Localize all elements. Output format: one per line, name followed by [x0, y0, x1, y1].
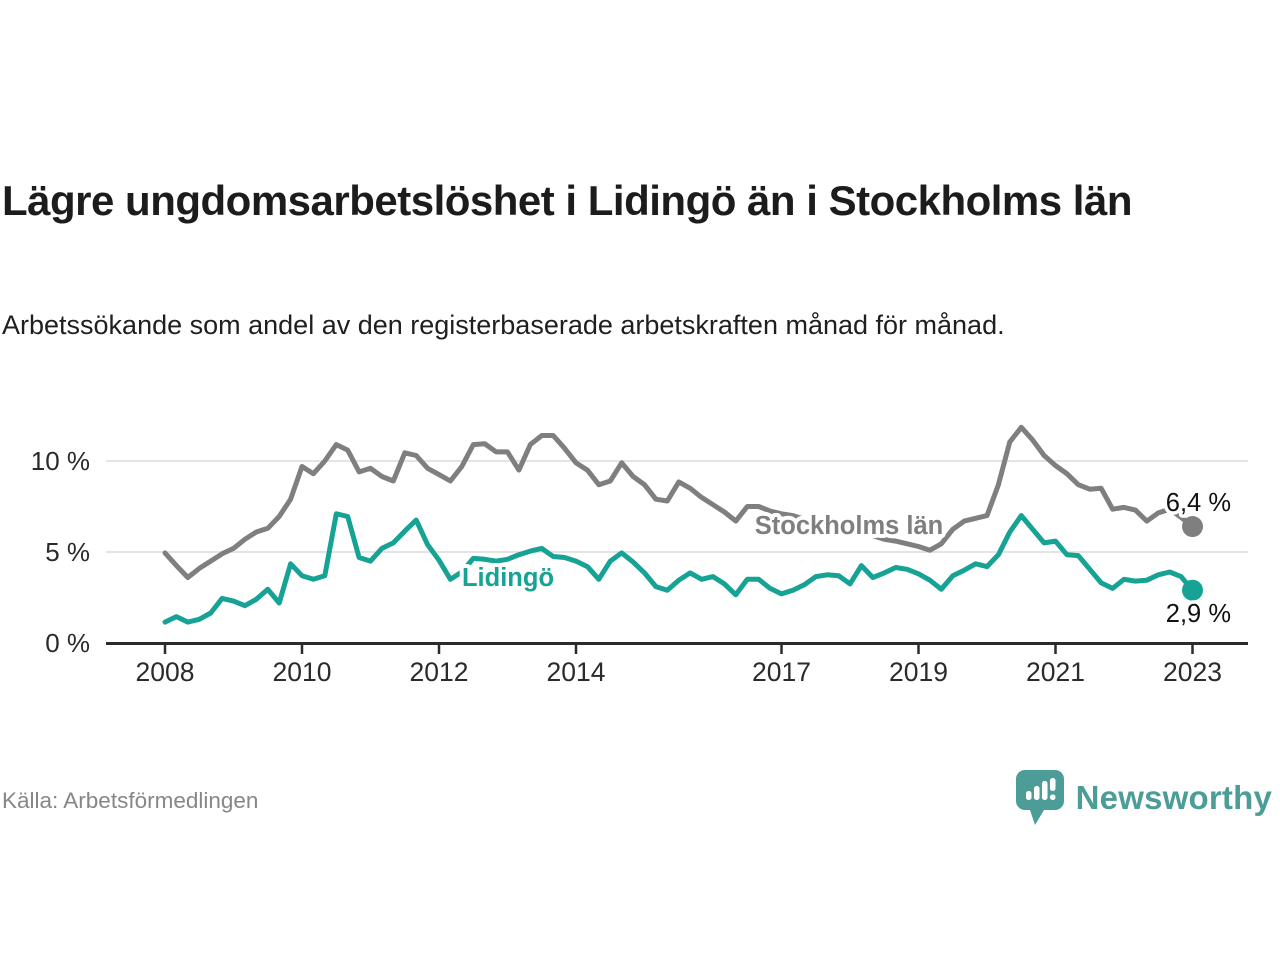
logo-bar-tall: [1041, 781, 1048, 800]
x-axis-label: 2021: [1026, 657, 1085, 687]
logo-exclamation-bar: [1049, 778, 1056, 791]
end-dot: [1182, 516, 1203, 538]
end-dot: [1182, 579, 1203, 601]
x-axis-label: 2017: [752, 657, 811, 687]
y-axis-label: 10 %: [31, 446, 90, 476]
x-axis-label: 2019: [889, 657, 948, 687]
source-note: Källa: Arbetsförmedlingen: [2, 788, 259, 813]
x-axis-label: 2008: [136, 657, 195, 687]
end-value-label: 6,4 %: [1166, 489, 1231, 517]
series-line-stockholms-lan: [162, 424, 1195, 580]
logo-bar-short: [1025, 791, 1032, 800]
end-value-label: 2,9 %: [1166, 600, 1231, 628]
newsworthy-wordmark: Newsworthy: [1075, 779, 1272, 816]
y-axis-label: 5 %: [45, 537, 90, 567]
x-axis-label: 2014: [547, 657, 606, 687]
x-axis-label: 2012: [410, 657, 469, 687]
logo-bar-medium: [1033, 786, 1040, 800]
series-label-stockholms-lan: Stockholms län: [755, 512, 943, 540]
series-label-lidingo: Lidingö: [462, 564, 554, 592]
chart-subtitle: Arbetssökande som andel av den registerb…: [2, 310, 1005, 340]
x-axis-label: 2010: [273, 657, 332, 687]
logo-exclamation-dot: [1049, 794, 1056, 800]
x-axis-label: 2023: [1163, 657, 1222, 687]
y-axis-label: 0 %: [45, 628, 90, 658]
line-chart: 0 % 5 % 10 % 2008 2010 2012 2014 2017 2019 2021 20…: [31, 424, 1248, 687]
chart-title: Lägre ungdomsarbetslöshet i Lidingö än i…: [2, 177, 1132, 225]
series-line-lidingo: [162, 511, 1195, 625]
newsworthy-logo-icon: [1015, 770, 1064, 825]
newsworthy-logo: Newsworthy: [1015, 770, 1272, 826]
